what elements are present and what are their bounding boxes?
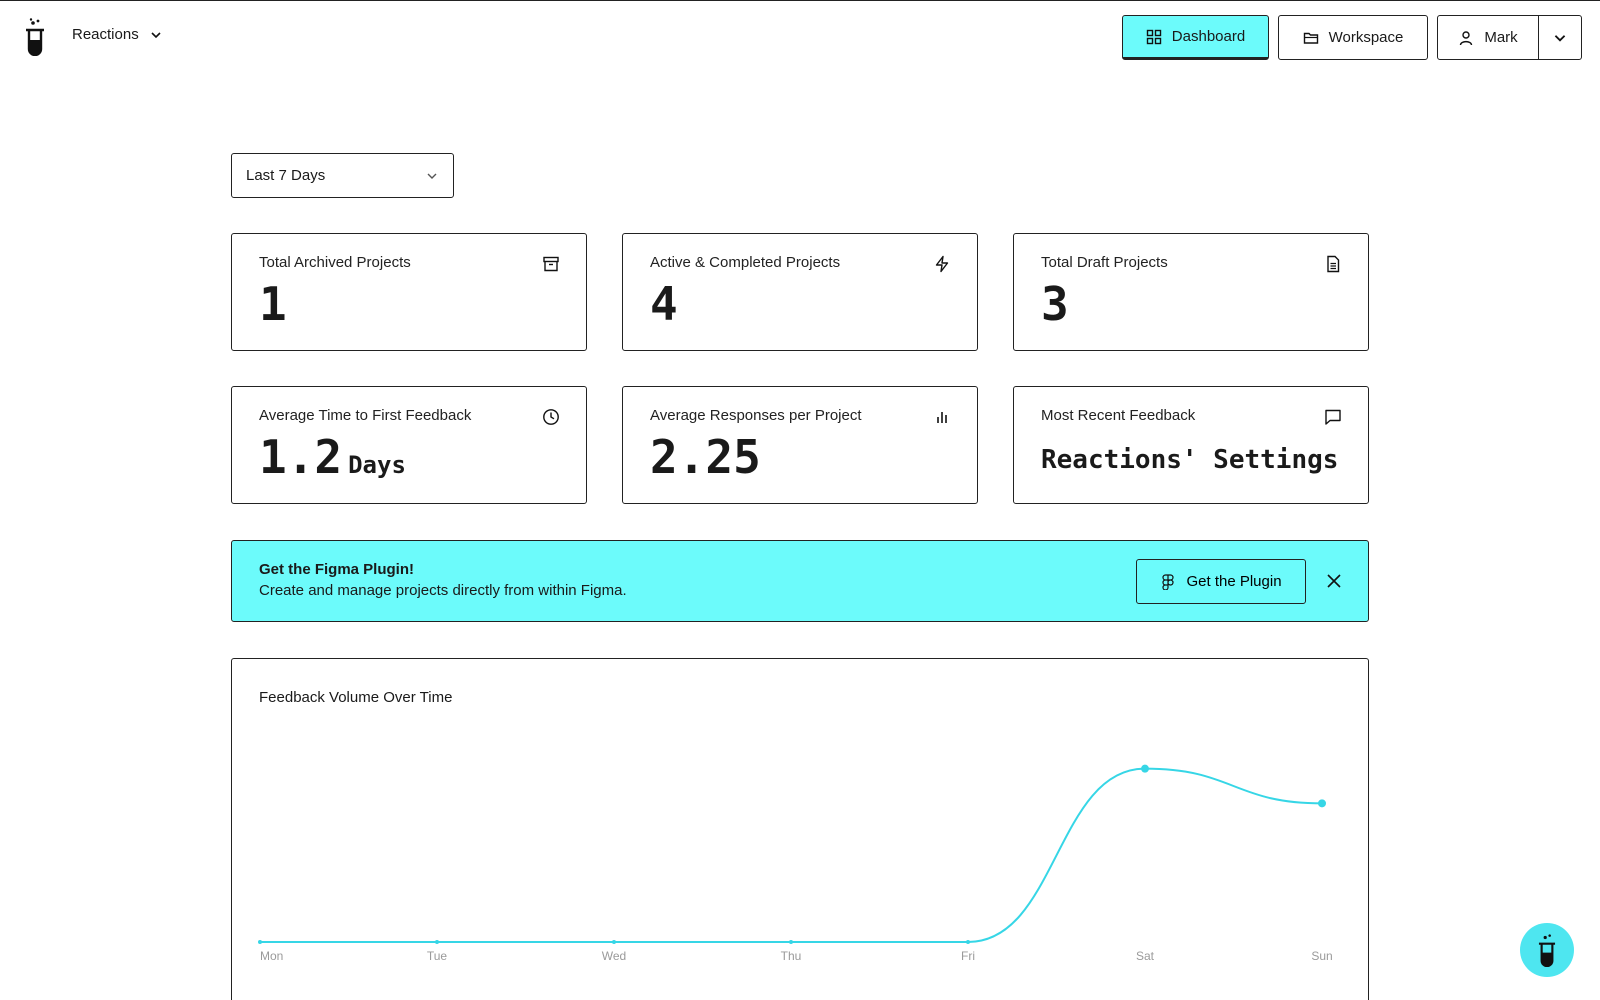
date-range-value: Last 7 Days (246, 167, 326, 184)
responses-card: Average Responses per Project 2.25 (622, 386, 978, 504)
user-button[interactable]: Mark (1437, 15, 1539, 60)
x-tick-label: Sun (1311, 949, 1332, 963)
recent-feedback-card[interactable]: Most Recent Feedback Reactions' Settings (1013, 386, 1369, 504)
feedback-line-chart: Mon Tue Wed Thu Fri Sat Sun (258, 764, 1333, 963)
data-point[interactable] (435, 940, 439, 944)
archive-icon (543, 256, 559, 272)
lightning-icon (935, 255, 949, 273)
data-point[interactable] (966, 940, 970, 944)
flask-logo-icon[interactable] (23, 18, 47, 56)
card-value-number: 1.2 (259, 430, 343, 484)
bar-chart-icon (937, 412, 947, 423)
get-plugin-label: Get the Plugin (1186, 573, 1282, 590)
card-value: 2.25 (650, 430, 761, 484)
card-label: Active & Completed Projects (650, 254, 841, 271)
data-point[interactable] (612, 940, 616, 944)
card-value: Reactions' Settings (1041, 445, 1339, 475)
chart-title: Feedback Volume Over Time (259, 689, 453, 706)
data-point[interactable] (258, 940, 262, 944)
x-tick-label: Fri (961, 949, 975, 963)
top-bar: Reactions Dashboard Workspace Mark (0, 1, 1600, 75)
x-tick-label: Thu (781, 949, 802, 963)
clock-icon (543, 409, 559, 425)
card-value: 3 (1041, 277, 1069, 331)
card-label: Most Recent Feedback (1041, 407, 1196, 424)
archived-projects-card: Total Archived Projects 1 (231, 233, 587, 351)
card-label: Total Draft Projects (1041, 254, 1168, 271)
dashboard-button[interactable]: Dashboard (1122, 15, 1269, 60)
data-point[interactable] (1318, 799, 1326, 808)
close-banner-button[interactable] (1321, 568, 1347, 594)
workspace-switcher[interactable]: Reactions (72, 26, 163, 43)
card-value-unit: Days (348, 451, 406, 479)
figma-plugin-banner: Get the Figma Plugin! Create and manage … (231, 540, 1369, 622)
folder-icon (1303, 32, 1318, 44)
user-name: Mark (1484, 29, 1518, 46)
get-plugin-button[interactable]: Get the Plugin (1136, 559, 1306, 604)
data-point[interactable] (1141, 764, 1149, 773)
x-tick-label: Sat (1136, 949, 1155, 963)
chevron-down-icon (427, 173, 437, 179)
x-tick-label: Wed (602, 949, 626, 963)
first-feedback-card: Average Time to First Feedback 1.2 Days (231, 386, 587, 504)
card-label: Total Archived Projects (259, 254, 411, 271)
feedback-chart-card: Feedback Volume Over Time Mon Tue Wed Thu Fr… (231, 658, 1369, 1000)
card-label: Average Time to First Feedback (259, 407, 472, 424)
card-label: Average Responses per Project (650, 407, 862, 424)
workspace-button[interactable]: Workspace (1278, 15, 1428, 60)
dashboard-grid-icon (1146, 29, 1161, 44)
chevron-down-icon (151, 31, 161, 38)
card-value: 1.2 Days (259, 432, 559, 483)
series-line (259, 767, 1323, 943)
user-menu-button[interactable] (1538, 15, 1582, 60)
x-tick-label: Tue (427, 949, 448, 963)
card-value: 4 (650, 277, 678, 331)
close-icon (1327, 574, 1341, 588)
user-icon (1460, 30, 1473, 45)
comment-icon (1325, 409, 1341, 425)
document-icon (1327, 255, 1340, 273)
data-point[interactable] (789, 940, 793, 944)
x-tick-label: Mon (260, 949, 283, 963)
card-value: 1 (259, 277, 287, 331)
chevron-down-icon (1554, 34, 1566, 42)
draft-projects-card: Total Draft Projects 3 (1013, 233, 1369, 351)
banner-title: Get the Figma Plugin! (259, 561, 415, 578)
figma-icon (1162, 573, 1175, 590)
date-range-select[interactable]: Last 7 Days (231, 153, 454, 198)
banner-text: Create and manage projects directly from… (259, 582, 627, 599)
active-projects-card: Active & Completed Projects 4 (622, 233, 978, 351)
help-fab-button[interactable] (1520, 923, 1574, 977)
dashboard-label: Dashboard (1171, 28, 1246, 45)
workspace-name: Reactions (72, 26, 139, 43)
flask-logo-icon (1538, 934, 1556, 967)
workspace-label: Workspace (1328, 29, 1404, 46)
